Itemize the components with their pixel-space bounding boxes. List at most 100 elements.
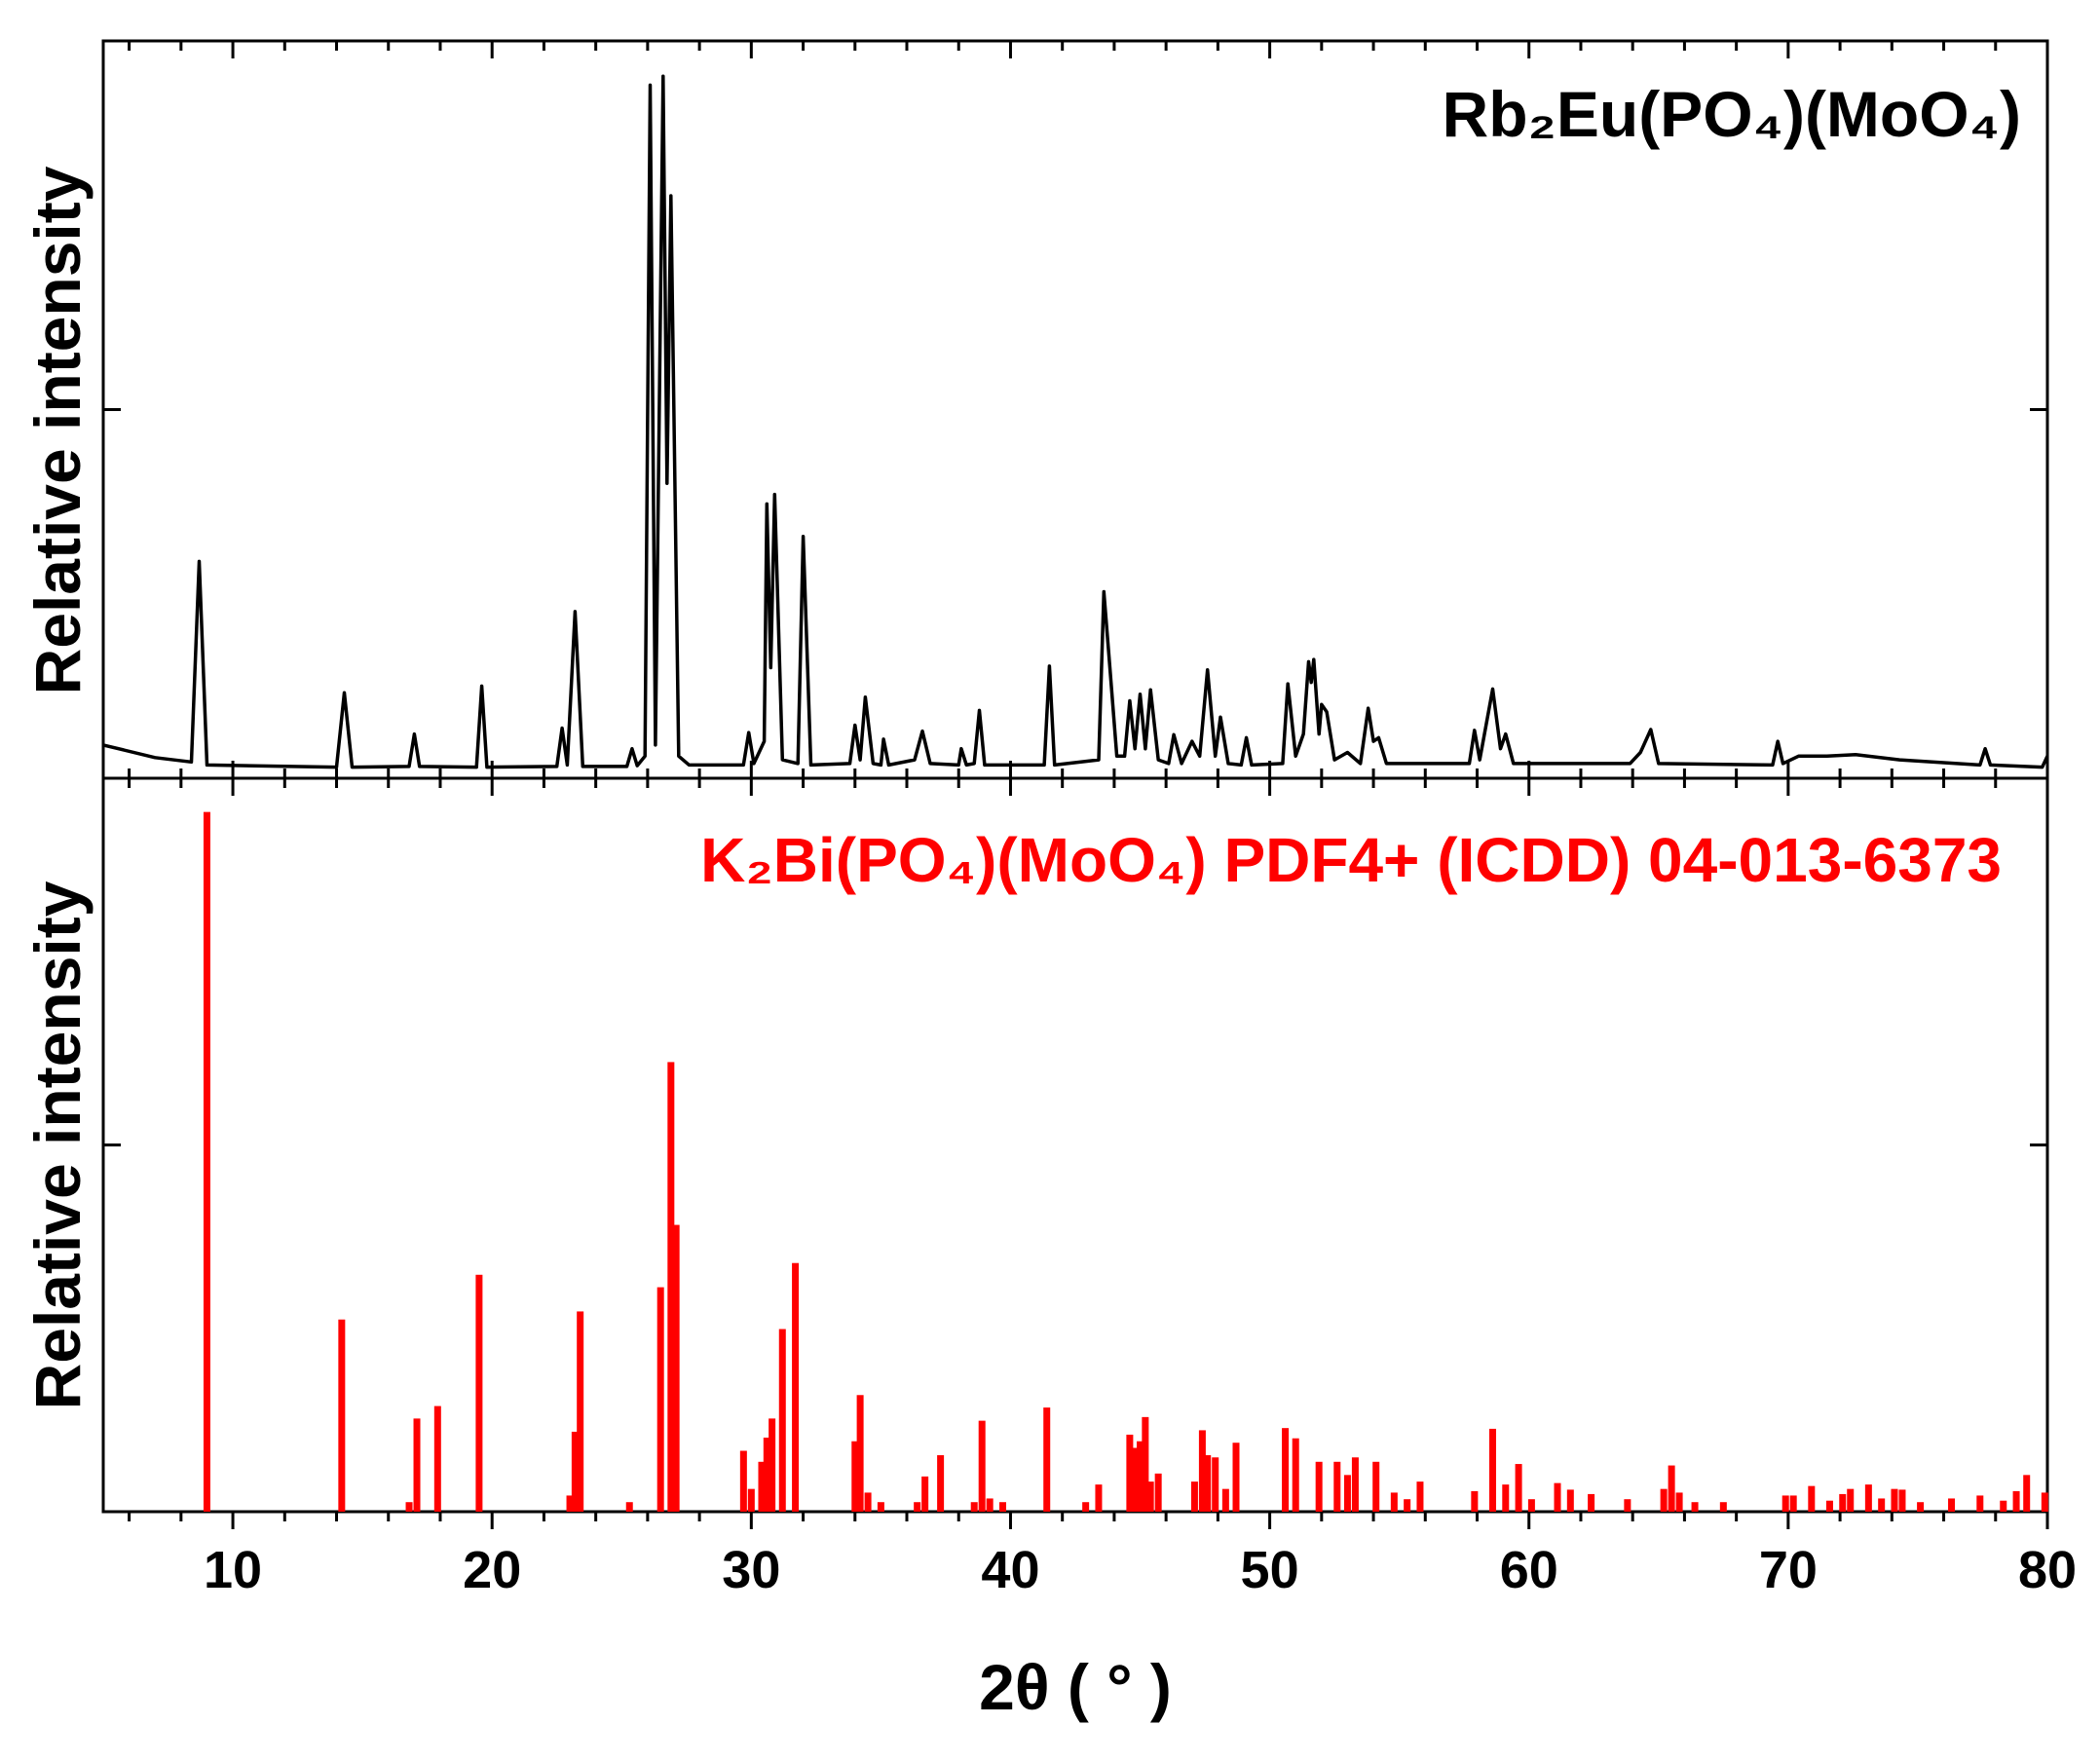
bar (1566, 1489, 1574, 1512)
x-tick-label: 40 (981, 1541, 1039, 1599)
x-tick-label: 10 (204, 1541, 262, 1599)
series-label: Rb₂Eu(PO₄)(MoO₄) (1443, 78, 2021, 150)
bar (937, 1455, 945, 1512)
bar (778, 1329, 786, 1512)
bar (625, 1502, 633, 1512)
bar (1315, 1461, 1323, 1512)
bar (1847, 1488, 1855, 1512)
bar (1502, 1484, 1510, 1512)
bar (1675, 1492, 1683, 1512)
bar (1372, 1461, 1380, 1512)
bar (672, 1224, 680, 1512)
bar (1142, 1416, 1149, 1512)
bar (1917, 1502, 1925, 1512)
bar (656, 1287, 664, 1512)
bar (1390, 1492, 1398, 1512)
bar (1198, 1430, 1206, 1512)
bar (1212, 1457, 1219, 1512)
bar (1488, 1428, 1496, 1512)
bar (1825, 1500, 1833, 1512)
bar (1839, 1493, 1847, 1512)
bar (566, 1495, 574, 1512)
bar (475, 1274, 483, 1512)
y-axis-label: Relative intensity (21, 166, 94, 694)
bar (1351, 1457, 1359, 1512)
bar (1333, 1461, 1341, 1512)
bar (2012, 1490, 2020, 1512)
bar (1588, 1493, 1595, 1512)
bar (1146, 1481, 1154, 1512)
x-tick-label: 80 (2018, 1541, 2077, 1599)
bar (1190, 1481, 1198, 1512)
bar (1660, 1488, 1668, 1512)
bar (1154, 1473, 1162, 1512)
bar (1789, 1495, 1797, 1512)
x-tick-label: 20 (463, 1541, 521, 1599)
bar (1515, 1464, 1522, 1512)
x-tick-label: 60 (1500, 1541, 1558, 1599)
bar (433, 1406, 441, 1512)
bar (1948, 1498, 1956, 1512)
bar (856, 1395, 864, 1512)
bar (1126, 1434, 1134, 1512)
bar (998, 1502, 1006, 1512)
bar (1204, 1455, 1212, 1512)
bar (2041, 1492, 2048, 1512)
bar (970, 1502, 978, 1512)
bar (1221, 1488, 1229, 1512)
x-tick-label: 50 (1241, 1541, 1299, 1599)
bar (769, 1418, 776, 1512)
bar (914, 1502, 921, 1512)
bar (1554, 1482, 1561, 1512)
bar (1232, 1443, 1240, 1512)
bar (747, 1488, 755, 1512)
bar (1781, 1495, 1789, 1512)
bar (405, 1502, 413, 1512)
bar (864, 1492, 872, 1512)
bar (792, 1262, 800, 1512)
bar (2000, 1500, 2007, 1512)
bar (851, 1441, 859, 1512)
bar (1082, 1502, 1090, 1512)
bar (1527, 1499, 1535, 1512)
bar (877, 1502, 884, 1512)
bar (1137, 1441, 1144, 1512)
bar (1878, 1498, 1886, 1512)
bar (1864, 1484, 1872, 1512)
bar (1292, 1438, 1299, 1512)
y-axis-label: Relative intensity (21, 881, 94, 1409)
bar (758, 1461, 766, 1512)
bar (921, 1476, 929, 1512)
bar (338, 1319, 346, 1512)
x-tick-label: 30 (722, 1541, 780, 1599)
xrd-line (102, 74, 2049, 769)
bar (1976, 1495, 1984, 1512)
bar (1898, 1489, 1906, 1512)
bar (1282, 1428, 1290, 1512)
bar (413, 1418, 421, 1512)
bar (1691, 1502, 1699, 1512)
bar (1471, 1490, 1479, 1512)
bar (739, 1450, 747, 1512)
x-axis-label: 2θ ( ° ) (979, 1651, 1172, 1723)
bar (1808, 1485, 1816, 1512)
bar (667, 1062, 675, 1512)
bar (203, 811, 210, 1512)
bar (1891, 1488, 1898, 1512)
bar (1668, 1465, 1675, 1512)
bar (577, 1311, 584, 1512)
bar (1343, 1475, 1351, 1512)
bar (1404, 1499, 1411, 1512)
bar (1095, 1484, 1103, 1512)
bar (986, 1498, 994, 1512)
bar (1624, 1499, 1631, 1512)
bar (1416, 1481, 1424, 1512)
bar (763, 1437, 770, 1512)
bar (2023, 1475, 2031, 1512)
bar (1043, 1407, 1051, 1512)
plot-frame (101, 39, 2049, 780)
series-label: K₂Bi(PO₄)(MoO₄) PDF4+ (ICDD) 04-013-6373 (700, 825, 2002, 895)
bar (571, 1431, 579, 1512)
bar (1131, 1447, 1139, 1512)
